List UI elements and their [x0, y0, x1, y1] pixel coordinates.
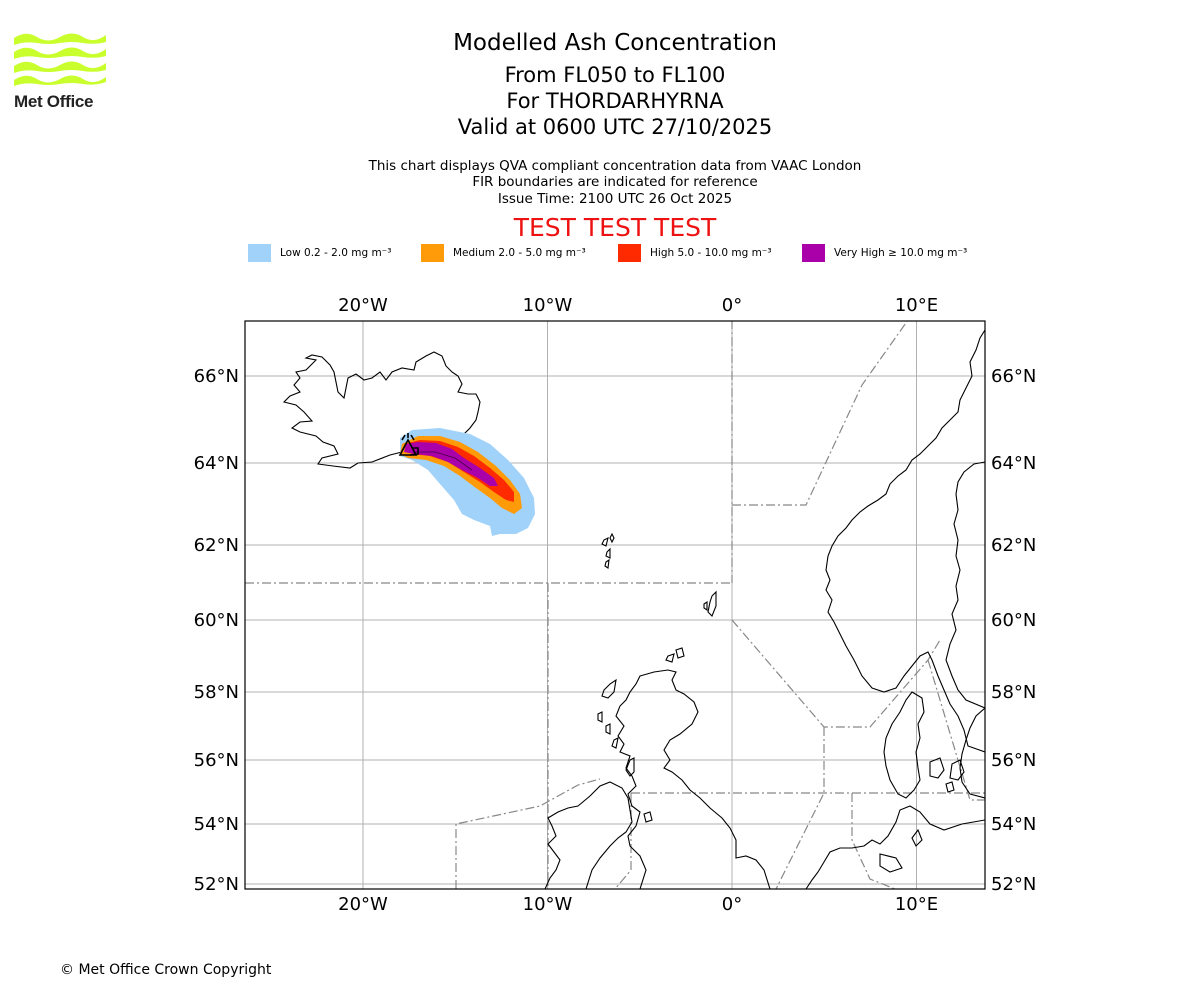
map-frame [244, 320, 986, 890]
longitude-tick-label: 0° [722, 295, 742, 316]
legend-swatch-medium [421, 244, 444, 262]
issue-time: Issue Time: 2100 UTC 26 Oct 2025 [497, 191, 733, 207]
coastlines [282, 329, 985, 889]
ash-very-high-area [404, 442, 498, 486]
latitude-tick-label: 56°N [991, 750, 1036, 771]
legend-label-medium: Medium 2.0 - 5.0 mg m⁻³ [453, 247, 586, 259]
longitude-labels-bottom: 20°W 10°W 0° 10°E [338, 894, 938, 915]
legend-swatch-high [618, 244, 641, 262]
test-banner: TEST TEST TEST [513, 213, 717, 242]
legend-item-very-high: Very High ≥ 10.0 mg m⁻³ [802, 244, 967, 262]
legend-swatch-low [248, 244, 271, 262]
latitude-tick-label: 66°N [194, 366, 239, 387]
continent-coast [805, 805, 985, 889]
wave-icon [14, 33, 106, 86]
fir-boundaries [245, 321, 985, 889]
great-britain-coast [615, 669, 771, 889]
latitude-tick-label: 54°N [194, 814, 239, 835]
info-line-1: This chart displays QVA compliant concen… [368, 158, 862, 174]
longitude-tick-label: 10°E [895, 894, 938, 915]
graticule [245, 321, 985, 889]
copyright-text: © Met Office Crown Copyright [60, 962, 272, 978]
legend: Low 0.2 - 2.0 mg m⁻³ Medium 2.0 - 5.0 mg… [248, 244, 1008, 264]
latitude-tick-label: 58°N [991, 682, 1036, 703]
legend-item-medium: Medium 2.0 - 5.0 mg m⁻³ [421, 244, 586, 262]
legend-label-high: High 5.0 - 10.0 mg m⁻³ [650, 247, 772, 259]
latitude-tick-label: 54°N [991, 814, 1036, 835]
logo-text: Met Office [14, 92, 94, 111]
latitude-tick-label: 60°N [991, 610, 1036, 631]
ash-plume [400, 428, 535, 536]
latitude-tick-label: 64°N [194, 453, 239, 474]
legend-swatch-very-high [802, 244, 825, 262]
legend-label-very-high: Very High ≥ 10.0 mg m⁻³ [834, 247, 968, 259]
latitude-labels-left: 66°N 64°N 62°N 60°N 58°N 56°N 54°N 52°N [194, 366, 239, 895]
longitude-tick-label: 10°W [523, 894, 573, 915]
latitude-tick-label: 62°N [991, 535, 1036, 556]
latitude-tick-label: 66°N [991, 366, 1036, 387]
denmark-coast [883, 691, 925, 799]
longitude-labels-top: 20°W 10°W 0° 10°E [338, 295, 938, 316]
iceland-coast [282, 351, 481, 469]
chart-title: Modelled Ash Concentration [453, 30, 777, 56]
volcano-icon [398, 433, 419, 456]
latitude-labels-right: 66°N 64°N 62°N 60°N 58°N 56°N 54°N 52°N [991, 366, 1036, 895]
longitude-tick-label: 10°E [895, 295, 938, 316]
longitude-tick-label: 10°W [523, 295, 573, 316]
legend-label-low: Low 0.2 - 2.0 mg m⁻³ [280, 247, 392, 259]
legend-item-high: High 5.0 - 10.0 mg m⁻³ [618, 244, 772, 262]
longitude-tick-label: 0° [722, 894, 742, 915]
latitude-tick-label: 64°N [991, 453, 1036, 474]
legend-item-low: Low 0.2 - 2.0 mg m⁻³ [248, 244, 391, 262]
longitude-tick-label: 20°W [338, 295, 388, 316]
latitude-tick-label: 52°N [991, 874, 1036, 895]
valid-time: Valid at 0600 UTC 27/10/2025 [457, 115, 773, 139]
latitude-tick-label: 58°N [194, 682, 239, 703]
longitude-tick-label: 20°W [338, 894, 388, 915]
flight-level-range: From FL050 to FL100 [504, 63, 726, 87]
volcano-name: For THORDARHYRNA [506, 89, 724, 113]
info-line-2: FIR boundaries are indicated for referen… [472, 174, 758, 190]
met-office-logo: Met Office [14, 30, 106, 112]
latitude-tick-label: 60°N [194, 610, 239, 631]
latitude-tick-label: 62°N [194, 535, 239, 556]
norway-coast [825, 329, 985, 753]
ireland-coast [544, 781, 633, 889]
latitude-tick-label: 52°N [194, 874, 239, 895]
latitude-tick-label: 56°N [194, 750, 239, 771]
